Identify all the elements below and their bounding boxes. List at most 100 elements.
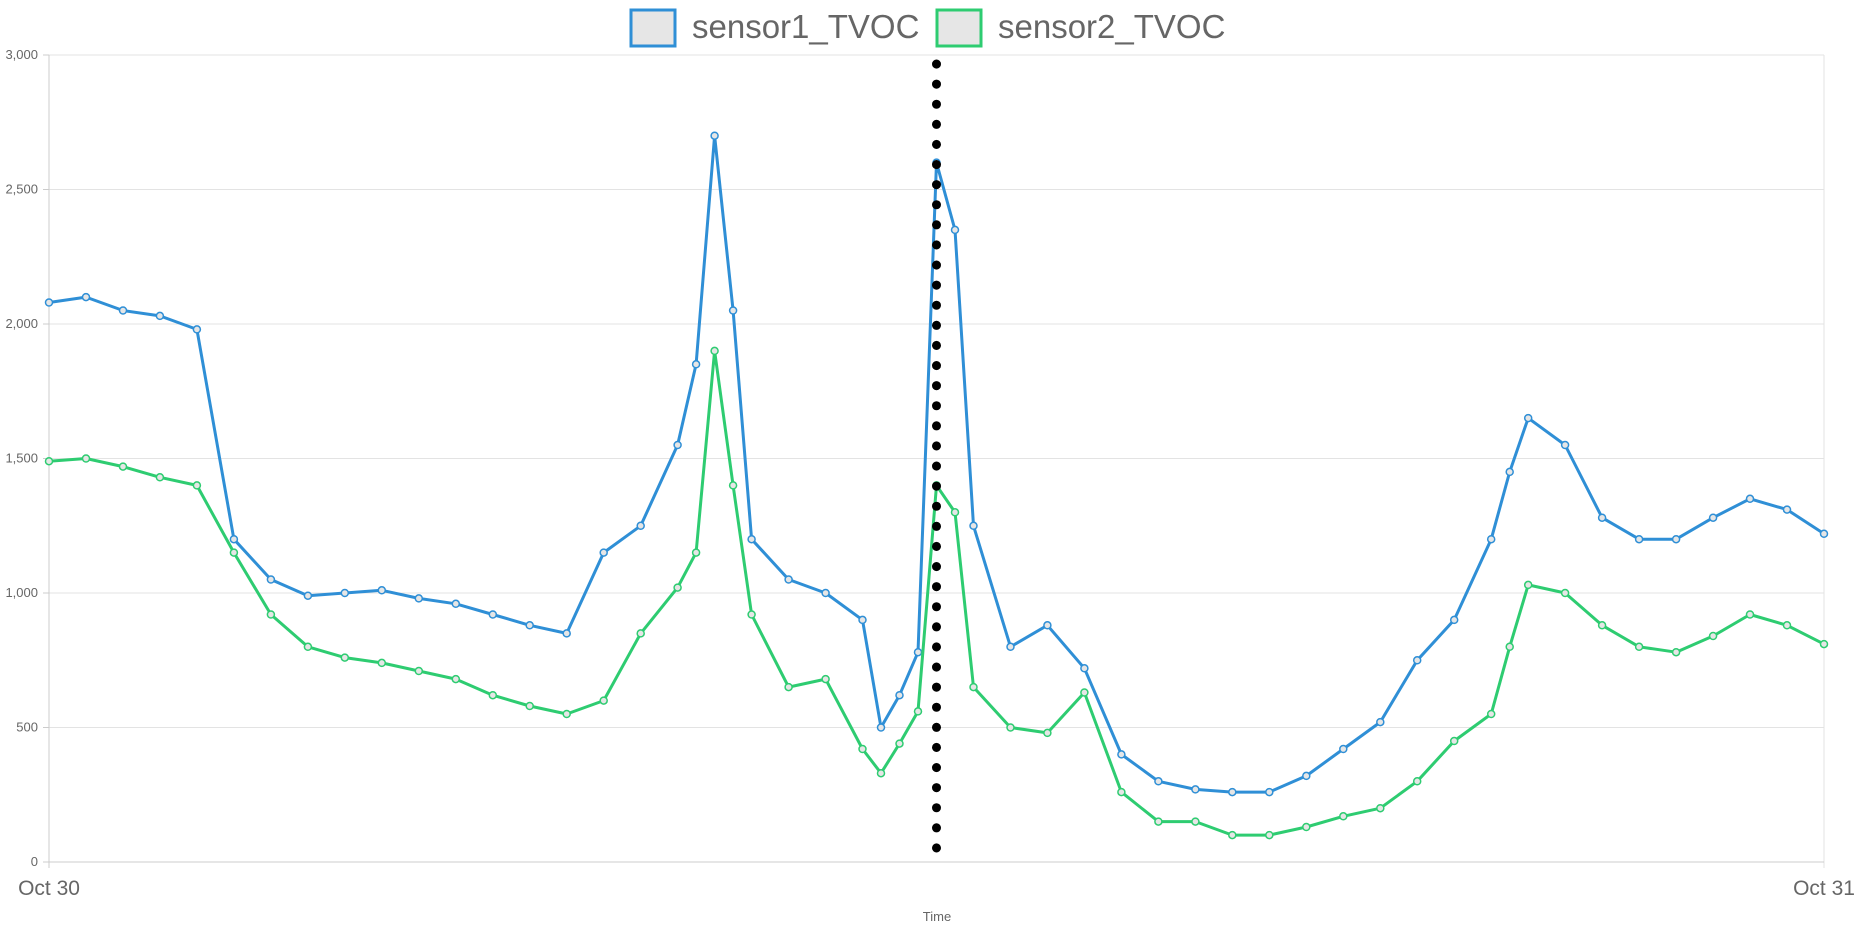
data-point-sensor2_TVOC[interactable] [599,696,608,705]
data-point-sensor1_TVOC[interactable] [1376,717,1385,727]
data-point-sensor1_TVOC[interactable] [728,306,738,315]
data-point-sensor2_TVOC[interactable] [562,709,571,719]
data-point-sensor2_TVOC[interactable] [636,629,645,638]
data-point-sensor2_TVOC[interactable] [266,610,276,619]
data-point-sensor2_TVOC[interactable] [377,658,387,668]
data-point-sensor1_TVOC[interactable] [1006,642,1015,652]
data-point-sensor1_TVOC[interactable] [747,534,756,544]
data-point-sensor1_TVOC[interactable] [1191,785,1200,794]
data-point-sensor2_TVOC[interactable] [1634,642,1644,652]
data-point-sensor1_TVOC[interactable] [414,594,424,603]
data-point-sensor1_TVOC[interactable] [1671,534,1681,544]
data-point-sensor1_TVOC[interactable] [1708,513,1718,522]
data-point-sensor2_TVOC[interactable] [488,690,498,700]
data-point-sensor1_TVOC[interactable] [525,621,534,630]
data-point-sensor2_TVOC[interactable] [118,462,128,471]
data-point-sensor2_TVOC[interactable] [747,610,756,619]
data-point-sensor2_TVOC[interactable] [1597,621,1607,630]
data-point-sensor2_TVOC[interactable] [229,548,239,557]
data-point-sensor2_TVOC[interactable] [895,739,904,748]
data-point-sensor1_TVOC[interactable] [1228,787,1237,797]
data-point-sensor1_TVOC[interactable] [1782,505,1792,514]
data-point-sensor2_TVOC[interactable] [728,481,738,490]
data-point-sensor2_TVOC[interactable] [691,548,701,557]
data-point-sensor1_TVOC[interactable] [1449,615,1459,625]
data-point-sensor1_TVOC[interactable] [1819,529,1829,539]
data-point-sensor2_TVOC[interactable] [525,701,534,711]
data-point-sensor1_TVOC[interactable] [895,690,904,700]
data-point-sensor1_TVOC[interactable] [1560,440,1570,450]
data-point-sensor1_TVOC[interactable] [1486,534,1496,544]
data-point-sensor1_TVOC[interactable] [950,225,960,235]
data-point-sensor2_TVOC[interactable] [1228,830,1237,840]
data-point-sensor1_TVOC[interactable] [821,588,830,598]
data-point-sensor2_TVOC[interactable] [1412,777,1422,786]
data-point-sensor2_TVOC[interactable] [1302,822,1311,832]
data-point-sensor1_TVOC[interactable] [562,629,571,638]
data-point-sensor2_TVOC[interactable] [821,674,830,684]
data-point-sensor1_TVOC[interactable] [81,292,91,302]
data-point-sensor1_TVOC[interactable] [1523,413,1533,423]
data-point-sensor1_TVOC[interactable] [969,521,978,531]
data-point-sensor2_TVOC[interactable] [192,481,202,490]
data-point-sensor2_TVOC[interactable] [44,456,54,466]
data-point-sensor2_TVOC[interactable] [969,682,978,692]
data-point-sensor2_TVOC[interactable] [1191,817,1200,826]
data-point-sensor1_TVOC[interactable] [710,131,719,140]
data-point-sensor1_TVOC[interactable] [1265,787,1274,797]
data-point-sensor2_TVOC[interactable] [1708,631,1718,641]
data-point-sensor2_TVOC[interactable] [784,682,793,692]
data-point-sensor1_TVOC[interactable] [691,360,701,369]
data-point-sensor2_TVOC[interactable] [1449,736,1459,746]
data-point-sensor1_TVOC[interactable] [266,575,276,584]
data-point-sensor2_TVOC[interactable] [1486,709,1496,719]
data-point-sensor1_TVOC[interactable] [1745,494,1755,504]
legend-item-sensor2[interactable]: sensor2_TVOC [935,8,1225,48]
data-point-sensor2_TVOC[interactable] [1265,830,1274,840]
data-point-sensor2_TVOC[interactable] [858,744,867,754]
data-point-sensor1_TVOC[interactable] [1634,534,1644,544]
data-point-sensor1_TVOC[interactable] [1117,750,1126,759]
data-point-sensor1_TVOC[interactable] [858,615,867,625]
data-point-sensor2_TVOC[interactable] [1006,723,1015,732]
data-point-sensor1_TVOC[interactable] [876,723,886,732]
data-point-sensor1_TVOC[interactable] [673,440,682,450]
data-point-sensor1_TVOC[interactable] [913,647,923,657]
data-point-sensor1_TVOC[interactable] [118,306,128,315]
data-point-sensor1_TVOC[interactable] [229,534,239,544]
data-point-sensor1_TVOC[interactable] [1339,744,1348,754]
data-point-sensor1_TVOC[interactable] [599,548,608,557]
data-point-sensor1_TVOC[interactable] [1154,777,1163,786]
data-point-sensor2_TVOC[interactable] [155,473,165,482]
data-point-sensor2_TVOC[interactable] [876,768,886,778]
data-point-sensor1_TVOC[interactable] [340,588,350,598]
data-point-sensor2_TVOC[interactable] [1819,639,1829,649]
data-point-sensor2_TVOC[interactable] [1080,688,1089,697]
data-point-sensor2_TVOC[interactable] [673,583,682,592]
data-point-sensor2_TVOC[interactable] [1376,803,1385,813]
data-point-sensor2_TVOC[interactable] [1117,787,1126,797]
data-point-sensor2_TVOC[interactable] [451,674,461,684]
data-point-sensor1_TVOC[interactable] [488,610,498,619]
data-point-sensor1_TVOC[interactable] [1597,513,1607,522]
data-point-sensor1_TVOC[interactable] [451,599,461,609]
data-point-sensor1_TVOC[interactable] [155,311,165,321]
data-point-sensor1_TVOC[interactable] [1302,771,1311,781]
data-point-sensor2_TVOC[interactable] [950,508,960,517]
data-point-sensor2_TVOC[interactable] [414,666,424,676]
data-point-sensor1_TVOC[interactable] [192,325,202,334]
data-point-sensor2_TVOC[interactable] [1339,812,1348,821]
data-point-sensor2_TVOC[interactable] [1154,817,1163,826]
data-point-sensor1_TVOC[interactable] [1043,621,1052,630]
data-point-sensor1_TVOC[interactable] [784,575,793,584]
data-point-sensor2_TVOC[interactable] [81,454,91,463]
data-point-sensor1_TVOC[interactable] [636,521,645,531]
data-point-sensor2_TVOC[interactable] [1782,621,1792,630]
data-point-sensor1_TVOC[interactable] [303,591,313,600]
data-point-sensor2_TVOC[interactable] [913,707,923,716]
data-point-sensor2_TVOC[interactable] [1505,642,1514,652]
legend-item-sensor1[interactable]: sensor1_TVOC [629,8,919,48]
data-point-sensor2_TVOC[interactable] [303,642,313,652]
data-point-sensor2_TVOC[interactable] [710,346,719,356]
data-point-sensor2_TVOC[interactable] [1043,728,1052,738]
